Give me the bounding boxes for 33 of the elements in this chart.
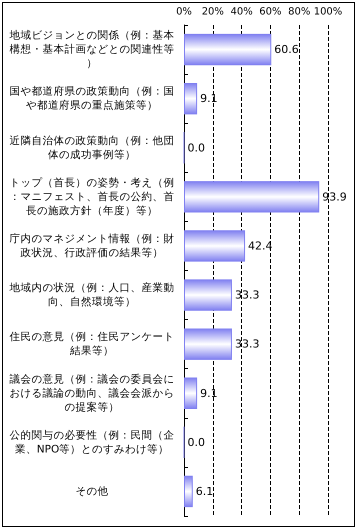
y-tick-label: 公的関与の必要性（例：民間（企業、NPO等）とのすみわけ等）	[10, 428, 174, 456]
x-tick-label: 0%	[176, 6, 192, 18]
x-tick-label: 40%	[230, 6, 253, 18]
bar	[184, 279, 232, 311]
x-tick-label: 80%	[288, 6, 310, 18]
x-tick-label: 20%	[202, 6, 224, 18]
y-tick-label: 地域内の状況（例：人口、産業動向、自然環境等）	[8, 281, 174, 308]
y-tick-label: 住民の意見（例：住民アンケート結果等）	[10, 330, 174, 358]
data-label: 93.9	[322, 190, 347, 204]
bar	[184, 476, 193, 508]
bar	[184, 328, 232, 360]
bar	[184, 378, 198, 409]
data-label: 33.3	[234, 288, 260, 302]
y-tick-label: トップ（首長）の姿勢・考え（例：マニフェスト、首長の公約、首長の施政方針（年度）等）	[10, 176, 174, 217]
y-tick-label: 地域ビジョンとの関係（例：基本構想・基本計画などとの関連性等）	[8, 28, 174, 70]
data-label: 6.1	[196, 484, 214, 498]
bar	[184, 181, 320, 213]
data-label: 60.6	[274, 43, 299, 56]
data-label: 33.3	[234, 338, 260, 351]
bar	[184, 230, 246, 262]
data-label: 9.1	[200, 92, 218, 106]
data-label: 9.1	[200, 386, 218, 400]
data-label: 0.0	[188, 141, 205, 154]
x-tick-label: 60%	[259, 6, 282, 18]
y-tick-label: 庁内のマネジメント情報（例：財政状況、行政評価の結果等）	[10, 232, 174, 259]
data-label: 0.0	[188, 436, 205, 449]
y-tick-label: その他	[76, 485, 108, 498]
x-tick-label: 100%	[314, 6, 342, 18]
y-tick-label: 議会の意見（例：議会の委員会における議論の動向、議会会派からの提案等）	[10, 372, 174, 414]
y-tick-label: 国や都道府県の政策動向（例：国や都道府県の重点施策等）	[10, 84, 174, 112]
bar	[184, 82, 198, 114]
y-tick-label: 近隣自治体の政策動向（例：他団体の成功事例等）	[10, 134, 174, 161]
bar	[184, 34, 272, 66]
